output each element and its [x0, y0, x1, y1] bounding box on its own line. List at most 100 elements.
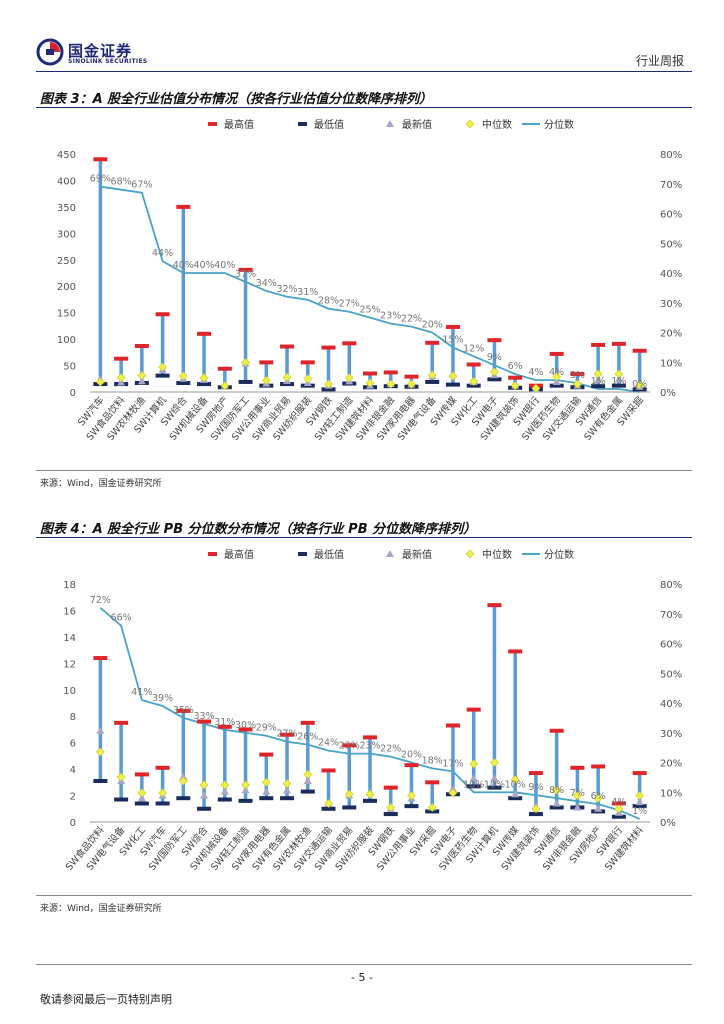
percentile-data-label: 66% — [111, 613, 132, 624]
median-marker — [303, 769, 313, 779]
median-marker — [635, 380, 645, 390]
min-marker — [549, 805, 564, 810]
median-marker — [137, 788, 147, 798]
min-marker — [632, 804, 647, 809]
y-left-tick-label: 16 — [63, 606, 76, 617]
max-marker — [342, 341, 357, 346]
median-marker — [365, 789, 375, 799]
max-marker — [321, 345, 336, 350]
percentile-data-label: 17% — [442, 758, 463, 769]
percentile-data-label: 1% — [611, 376, 626, 387]
y-left-tick-label: 0 — [70, 818, 76, 829]
median-marker — [241, 357, 250, 367]
min-marker — [445, 382, 460, 387]
min-marker — [217, 797, 232, 802]
y-left-tick-label: 2 — [70, 792, 76, 803]
percentile-data-label: 3% — [570, 370, 585, 381]
max-marker — [591, 764, 606, 769]
max-marker — [259, 752, 274, 757]
min-marker — [611, 383, 626, 388]
legend-latest-marker — [386, 550, 394, 557]
median-marker — [116, 772, 126, 782]
percentile-data-label: 32% — [276, 284, 297, 295]
max-marker — [176, 204, 191, 209]
min-marker — [466, 784, 481, 789]
y-right-tick-label: 50% — [660, 239, 682, 250]
percentile-data-label: 26% — [297, 732, 318, 743]
legend-max-label: 最高值 — [224, 118, 254, 131]
max-marker — [487, 338, 502, 343]
y-right-tick-label: 70% — [660, 180, 682, 191]
legend-max-marker — [208, 122, 217, 126]
y-left-tick-label: 250 — [57, 256, 76, 267]
max-marker — [445, 324, 460, 329]
max-marker — [93, 656, 108, 661]
percentile-data-label: 40% — [194, 260, 215, 271]
percentile-data-label: 9% — [487, 352, 502, 363]
min-marker — [176, 796, 191, 801]
max-marker — [528, 771, 543, 776]
footer-divider — [36, 964, 692, 965]
percentile-data-label: 4% — [549, 367, 564, 378]
percentile-data-label: 6% — [508, 361, 523, 372]
max-marker — [632, 348, 647, 353]
legend-max-label: 最高值 — [224, 548, 254, 561]
min-marker — [300, 789, 315, 794]
y-left-tick-label: 0 — [70, 388, 76, 399]
percentile-data-label: 6% — [591, 791, 606, 802]
median-marker — [220, 381, 230, 391]
percentile-data-label: 10% — [484, 779, 505, 790]
latest-marker — [511, 790, 520, 798]
y-left-tick-label: 400 — [57, 176, 76, 187]
y-right-tick-label: 0% — [660, 818, 676, 829]
median-marker — [469, 759, 479, 769]
percentile-data-label: 31% — [214, 717, 235, 728]
min-marker — [528, 812, 543, 817]
percentile-data-label: 20% — [401, 750, 422, 761]
percentile-data-label: 35% — [173, 705, 194, 716]
percentile-data-label: 8% — [549, 785, 564, 796]
percentile-data-label: 18% — [422, 755, 443, 766]
y-left-tick-label: 450 — [57, 150, 76, 161]
median-marker — [282, 779, 292, 789]
figure-3-top-rule — [36, 107, 692, 108]
min-marker — [404, 804, 419, 809]
percentile-data-label: 15% — [442, 334, 463, 345]
median-marker — [510, 775, 520, 785]
max-marker — [197, 719, 212, 724]
percentile-data-label: 39% — [152, 693, 173, 704]
max-marker — [114, 356, 129, 361]
median-marker — [552, 785, 562, 795]
y-right-tick-label: 50% — [660, 669, 682, 680]
min-marker — [155, 801, 170, 806]
figure-3-bottom-rule — [36, 470, 692, 471]
percentile-data-label: 20% — [422, 320, 443, 331]
percentile-data-label: 22% — [401, 314, 422, 325]
percentile-data-label: 72% — [90, 595, 111, 606]
legend-min-marker — [298, 552, 307, 556]
median-marker — [490, 758, 499, 767]
median-marker — [344, 789, 354, 799]
median-marker — [593, 369, 603, 379]
legend-latest-label: 最新值 — [402, 548, 432, 561]
latest-marker — [241, 786, 250, 794]
median-marker — [635, 791, 645, 800]
percentile-data-label: 22% — [380, 744, 401, 755]
median-marker — [261, 777, 271, 787]
valuation-distribution-chart: 最高值 最低值 最新值 中位数 分位数 0 50 100 150 200 250 300 350 400 4… — [57, 118, 682, 443]
median-marker — [261, 375, 271, 385]
min-marker — [280, 382, 295, 387]
y-left-tick-label: 100 — [57, 335, 76, 346]
median-marker — [324, 379, 333, 389]
median-marker — [220, 780, 230, 790]
legend-min-label: 最低值 — [314, 548, 344, 561]
company-name-en: SINOLINK SECURITIES — [68, 58, 148, 65]
min-marker — [238, 798, 253, 803]
median-marker — [510, 381, 520, 391]
y-right-tick-label: 20% — [660, 329, 682, 340]
median-marker — [531, 383, 541, 393]
legend-percentile-label: 分位数 — [544, 548, 574, 561]
percentile-data-label: 0% — [632, 379, 647, 390]
percentile-data-label: 44% — [152, 248, 173, 259]
y-left-tick-label: 18 — [63, 580, 76, 591]
